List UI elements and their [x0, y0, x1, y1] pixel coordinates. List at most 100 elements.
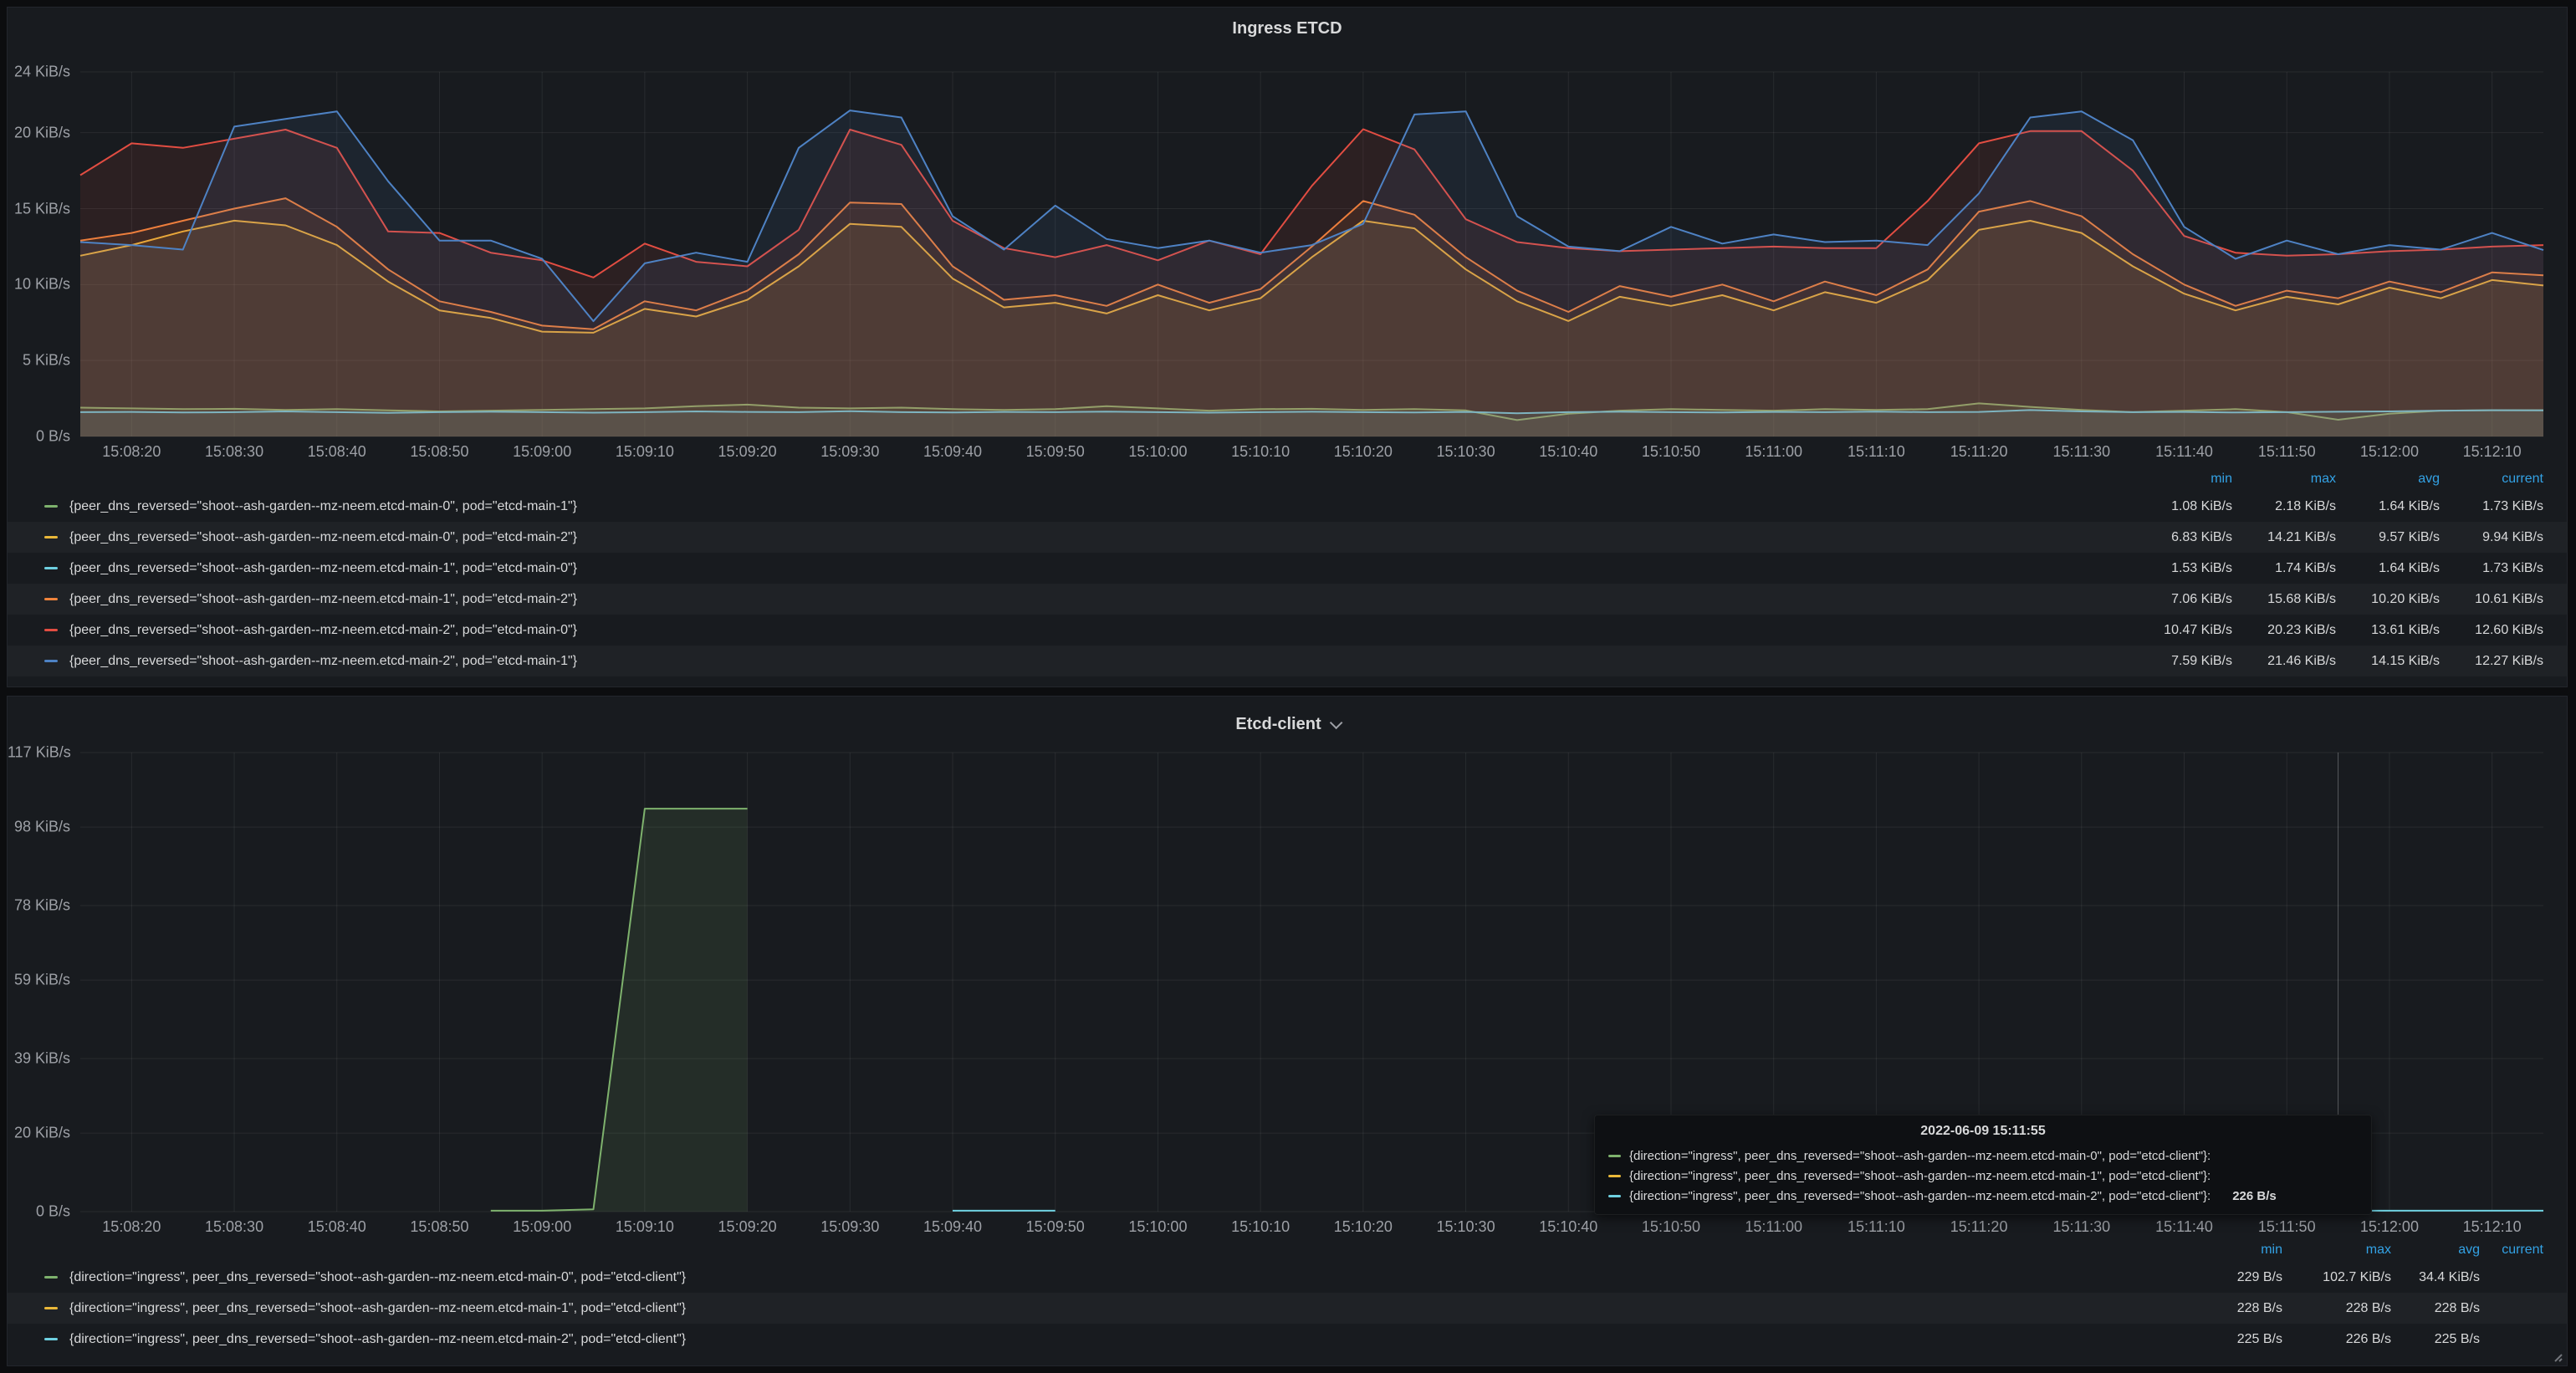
x-axis-label: 15:09:30 — [791, 1218, 908, 1236]
legend-stat-current: 9.94 KiB/s — [2440, 530, 2543, 545]
x-axis-label: 15:08:20 — [73, 1218, 190, 1236]
legend-stat-min: 6.83 KiB/s — [2129, 530, 2232, 545]
legend-col-min[interactable]: min — [2179, 1243, 2282, 1258]
legend-stat-current: 12.60 KiB/s — [2440, 623, 2543, 638]
x-axis-label: 15:09:40 — [894, 1218, 1011, 1236]
x-axis-label: 15:10:30 — [1408, 443, 1525, 461]
legend-row: {peer_dns_reversed="shoot--ash-garden--m… — [8, 615, 2567, 646]
x-axis-label: 15:10:20 — [1305, 1218, 1422, 1236]
legend-stat-max: 228 B/s — [2282, 1301, 2391, 1316]
series-color-swatch — [1608, 1175, 1621, 1177]
legend-stat-avg: 225 B/s — [2391, 1332, 2480, 1347]
x-axis-label: 15:11:10 — [1817, 1218, 1935, 1236]
legend-col-current[interactable]: current — [2480, 1243, 2543, 1258]
x-axis-label: 15:12:10 — [2434, 1218, 2551, 1236]
legend-series-label[interactable]: {peer_dns_reversed="shoot--ash-garden--m… — [69, 623, 2129, 638]
x-axis-label: 15:09:10 — [586, 1218, 703, 1236]
x-axis-label: 15:12:10 — [2434, 443, 2551, 461]
series-color-swatch[interactable] — [44, 536, 58, 538]
tooltip-series-label: {direction="ingress", peer_dns_reversed=… — [1629, 1169, 2211, 1183]
x-axis-label: 15:10:50 — [1613, 443, 1730, 461]
legend-stat-min: 7.59 KiB/s — [2129, 654, 2232, 669]
series-color-swatch[interactable] — [44, 567, 58, 569]
legend-col-avg[interactable]: avg — [2391, 1243, 2480, 1258]
panel-resize-handle[interactable] — [2550, 1350, 2563, 1363]
x-axis-label: 15:09:00 — [483, 1218, 601, 1236]
x-axis-label: 15:10:00 — [1099, 1218, 1216, 1236]
panel-etcd-client: Etcd-client 0 B/s20 KiB/s39 KiB/s59 KiB/… — [7, 696, 2568, 1366]
tooltip-series-row: {direction="ingress", peer_dns_reversed=… — [1608, 1186, 2358, 1206]
legend-stat-max: 102.7 KiB/s — [2282, 1270, 2391, 1285]
legend-stat-min: 229 B/s — [2179, 1270, 2282, 1285]
x-axis-label: 15:10:00 — [1099, 443, 1216, 461]
legend-row: {peer_dns_reversed="shoot--ash-garden--m… — [8, 553, 2567, 584]
legend-series-label[interactable]: {peer_dns_reversed="shoot--ash-garden--m… — [69, 654, 2129, 669]
series-color-swatch — [1608, 1195, 1621, 1197]
panel-ingress-etcd: Ingress ETCD 0 B/s5 KiB/s10 KiB/s15 KiB/… — [7, 7, 2568, 687]
legend-stat-max: 2.18 KiB/s — [2232, 499, 2336, 514]
x-axis-label: 15:10:30 — [1408, 1218, 1525, 1236]
x-axis-label: 15:11:30 — [2023, 1218, 2140, 1236]
x-axis-label: 15:10:50 — [1613, 1218, 1730, 1236]
x-axis-label: 15:10:40 — [1510, 443, 1627, 461]
legend-series-label[interactable]: {peer_dns_reversed="shoot--ash-garden--m… — [69, 592, 2129, 607]
ingress-etcd-chart[interactable]: 0 B/s5 KiB/s10 KiB/s15 KiB/s20 KiB/s24 K… — [8, 8, 2568, 476]
legend-stat-avg: 228 B/s — [2391, 1301, 2480, 1316]
legend-series-label[interactable]: {peer_dns_reversed="shoot--ash-garden--m… — [69, 499, 2129, 514]
legend-row: {peer_dns_reversed="shoot--ash-garden--m… — [8, 584, 2567, 615]
x-axis-label: 15:11:00 — [1715, 443, 1832, 461]
series-color-swatch[interactable] — [44, 1338, 58, 1340]
y-axis-label: 15 KiB/s — [8, 200, 70, 217]
y-axis-label: 5 KiB/s — [8, 352, 70, 370]
legend-series-label[interactable]: {peer_dns_reversed="shoot--ash-garden--m… — [69, 530, 2129, 545]
ingress-etcd-legend: minmaxavgcurrent {peer_dns_reversed="shoo… — [8, 467, 2567, 676]
series-color-swatch — [1608, 1155, 1621, 1157]
x-axis-label: 15:11:00 — [1715, 1218, 1832, 1236]
tooltip-series-label: {direction="ingress", peer_dns_reversed=… — [1629, 1149, 2211, 1163]
legend-col-current[interactable]: current — [2440, 472, 2543, 487]
legend-stat-min: 228 B/s — [2179, 1301, 2282, 1316]
legend-stat-min: 1.53 KiB/s — [2129, 561, 2232, 576]
legend-stat-min: 1.08 KiB/s — [2129, 499, 2232, 514]
series-color-swatch[interactable] — [44, 1307, 58, 1309]
tooltip-series-value: 226 B/s — [2232, 1189, 2277, 1203]
legend-series-label[interactable]: {direction="ingress", peer_dns_reversed=… — [69, 1270, 2179, 1285]
legend-stat-max: 14.21 KiB/s — [2232, 530, 2336, 545]
x-axis-label: 15:09:20 — [689, 1218, 806, 1236]
legend-stat-min: 10.47 KiB/s — [2129, 623, 2232, 638]
y-axis-label: 10 KiB/s — [8, 276, 70, 293]
legend-stat-min: 225 B/s — [2179, 1332, 2282, 1347]
x-axis-label: 15:11:20 — [1920, 1218, 2037, 1236]
series-color-swatch[interactable] — [44, 629, 58, 631]
legend-col-min[interactable]: min — [2129, 472, 2232, 487]
y-axis-label: 24 KiB/s — [8, 64, 70, 81]
tooltip-timestamp: 2022-06-09 15:11:55 — [1608, 1124, 2358, 1139]
etcd-client-legend: minmaxavgcurrent {direction="ingress", pe… — [8, 1238, 2567, 1355]
x-axis-label: 15:11:30 — [2023, 443, 2140, 461]
y-axis-label: 98 KiB/s — [8, 819, 70, 836]
series-color-swatch[interactable] — [44, 598, 58, 600]
x-axis-label: 15:11:20 — [1920, 443, 2037, 461]
x-axis-label: 15:08:30 — [176, 1218, 293, 1236]
x-axis-label: 15:08:50 — [381, 1218, 498, 1236]
x-axis-label: 15:08:40 — [279, 443, 396, 461]
x-axis-label: 15:08:30 — [176, 443, 293, 461]
series-color-swatch[interactable] — [44, 505, 58, 508]
legend-col-max[interactable]: max — [2282, 1243, 2391, 1258]
series-color-swatch[interactable] — [44, 1276, 58, 1279]
legend-stat-current: 1.73 KiB/s — [2440, 561, 2543, 576]
legend-series-label[interactable]: {direction="ingress", peer_dns_reversed=… — [69, 1301, 2179, 1316]
x-axis-label: 15:11:40 — [2126, 1218, 2243, 1236]
series-color-swatch[interactable] — [44, 660, 58, 662]
legend-stat-avg: 13.61 KiB/s — [2336, 623, 2440, 638]
legend-series-label[interactable]: {peer_dns_reversed="shoot--ash-garden--m… — [69, 561, 2129, 576]
legend-stat-avg: 34.4 KiB/s — [2391, 1270, 2480, 1285]
x-axis-label: 15:11:50 — [2228, 1218, 2345, 1236]
legend-col-avg[interactable]: avg — [2336, 472, 2440, 487]
tooltip-series-row: {direction="ingress", peer_dns_reversed=… — [1608, 1146, 2358, 1166]
plot-canvas[interactable] — [80, 72, 2543, 436]
legend-series-label[interactable]: {direction="ingress", peer_dns_reversed=… — [69, 1332, 2179, 1347]
legend-col-max[interactable]: max — [2232, 472, 2336, 487]
x-axis-label: 15:08:20 — [73, 443, 190, 461]
legend-stat-avg: 10.20 KiB/s — [2336, 592, 2440, 607]
